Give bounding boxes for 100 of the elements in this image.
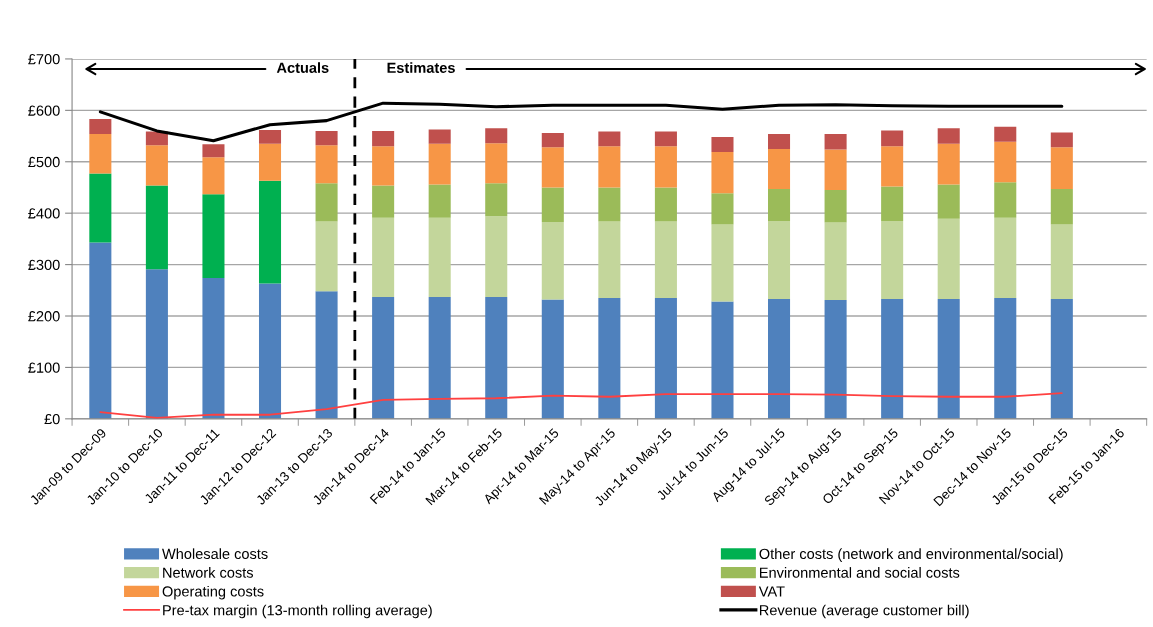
bar: [485, 216, 508, 297]
bar: [598, 131, 621, 147]
annotation: Estimates: [387, 62, 455, 73]
bar: [881, 146, 904, 187]
y-tick-label: £700: [28, 54, 60, 65]
line-series: [98, 101, 1064, 143]
bar: [824, 134, 847, 150]
bar: [711, 301, 734, 419]
legend-label: Other costs (network and environmental/social): [759, 548, 1063, 562]
bar: [711, 193, 734, 225]
bar: [711, 137, 734, 152]
bar: [768, 148, 791, 190]
bar: [937, 128, 960, 144]
bar: [541, 147, 564, 188]
bar: [89, 242, 112, 419]
y-tick-label: £600: [28, 105, 60, 116]
bar: [881, 220, 904, 300]
bar: [315, 145, 338, 184]
y-tick-label: £0: [44, 413, 60, 425]
bar: [1050, 147, 1073, 190]
bar: [202, 277, 225, 419]
bar: [937, 218, 960, 300]
legend-label: Pre-tax margin (13-month rolling average): [163, 604, 432, 619]
bar: [541, 187, 564, 222]
bar: [202, 157, 225, 195]
legend-label: Revenue (average customer bill): [759, 604, 969, 619]
bar: [1050, 299, 1073, 419]
bar: [428, 184, 451, 218]
y-tick-label: £500: [28, 156, 60, 168]
bar: [768, 189, 791, 221]
legend-label: Wholesale costs: [162, 548, 268, 560]
bar: [202, 194, 225, 278]
bar: [541, 132, 564, 148]
bar: [89, 134, 112, 174]
bar: [824, 222, 847, 301]
bar: [881, 130, 904, 147]
bar: [372, 296, 395, 419]
bar: [541, 299, 564, 419]
bar: [824, 300, 847, 419]
bar: [598, 187, 621, 222]
bar: [768, 299, 791, 419]
legend-label: VAT: [758, 586, 785, 597]
bar: [598, 146, 621, 188]
bar: [881, 299, 904, 419]
bar: [994, 217, 1017, 299]
bar: [937, 299, 960, 419]
bar: [372, 217, 395, 297]
bar: [1050, 132, 1073, 148]
bar: [994, 126, 1017, 142]
y-tick-label: £100: [28, 362, 60, 373]
legend-label: Network costs: [163, 567, 254, 578]
legend-label: Environmental and social costs: [759, 567, 960, 578]
bar: [654, 131, 677, 147]
bar: [315, 183, 338, 222]
bar: [881, 186, 904, 221]
legend-label: Operating costs: [162, 585, 264, 600]
bar: [258, 283, 282, 419]
bar: [145, 185, 168, 270]
bar: [654, 221, 677, 299]
bar: [994, 298, 1017, 419]
bar: [485, 143, 508, 184]
bar: [315, 221, 338, 292]
bar: [315, 291, 338, 419]
bar: [145, 131, 168, 146]
bar: [654, 146, 677, 188]
bar: [768, 220, 791, 300]
bar: [598, 298, 621, 419]
bar: [598, 221, 621, 299]
bar: [937, 143, 960, 185]
bar: [824, 149, 847, 191]
bar: [485, 183, 508, 217]
bar: [89, 119, 112, 134]
bar: [994, 182, 1017, 218]
bar: [485, 296, 508, 419]
y-tick-label: £300: [28, 259, 60, 271]
bar: [315, 130, 338, 146]
bar: [145, 145, 168, 186]
bar: [372, 146, 395, 186]
line-series: [99, 392, 1063, 419]
bar: [145, 269, 168, 419]
y-tick-label: £400: [28, 208, 60, 219]
y-tick-label: £200: [28, 311, 60, 322]
bar: [202, 144, 225, 158]
bar: [937, 184, 960, 219]
bar: [372, 185, 395, 218]
bar: [711, 224, 734, 302]
bar: [485, 128, 508, 144]
bar: [372, 130, 395, 147]
bar: [541, 221, 564, 300]
bar: [428, 217, 451, 297]
bar: [711, 152, 734, 194]
bar: [258, 143, 282, 181]
bar: [824, 190, 847, 223]
bar: [994, 141, 1017, 183]
bar: [654, 298, 677, 419]
bar: [89, 173, 112, 243]
bar: [258, 180, 282, 284]
bar: [428, 296, 451, 419]
bar: [428, 129, 451, 144]
bar: [654, 187, 677, 222]
